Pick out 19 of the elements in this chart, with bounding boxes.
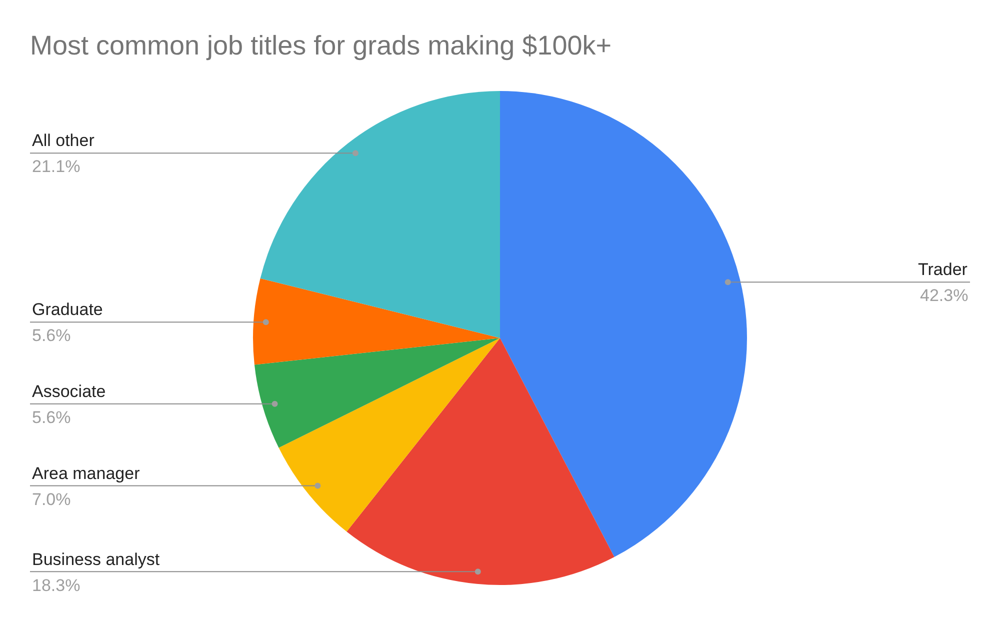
slice-label: Business analyst [32, 550, 160, 569]
pie-slice [500, 91, 747, 557]
slice-label: All other [32, 131, 95, 150]
data-label: 7.0% [32, 490, 71, 509]
data-label: 42.3% [920, 286, 968, 305]
slice-label: Area manager [32, 464, 140, 483]
pie-slice [254, 338, 500, 448]
slice-label: Trader [918, 260, 968, 279]
slice-label: Graduate [32, 300, 103, 319]
pie-slice [253, 278, 500, 365]
chart-title: Most common job titles for grads making $100k+ [30, 30, 612, 60]
data-label: 5.6% [32, 408, 71, 427]
pie-slice [346, 338, 614, 585]
pie-slice [260, 91, 500, 338]
data-label: 18.3% [32, 576, 80, 595]
data-label: 21.1% [32, 157, 80, 176]
pie-slice [278, 338, 500, 532]
data-label: 5.6% [32, 326, 71, 345]
slice-label: Associate [32, 382, 106, 401]
